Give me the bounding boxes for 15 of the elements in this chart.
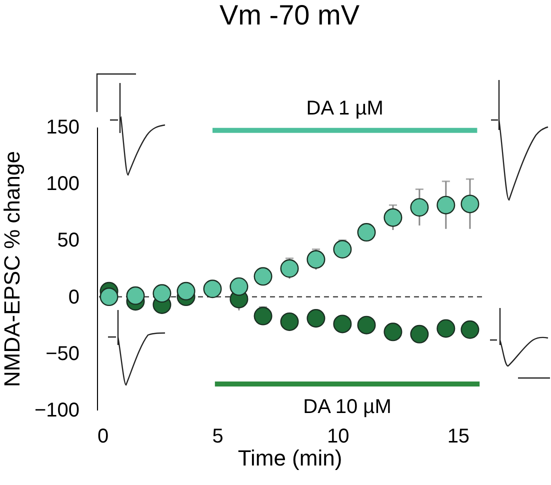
y-axis-title: NMDA-EPSC % change: [0, 151, 24, 387]
y-tick-label: 50: [57, 230, 80, 252]
x-tick-label: 10: [327, 426, 350, 448]
series-label: DA 10 µM: [303, 396, 392, 418]
y-tick-label: 150: [46, 116, 80, 138]
x-axis-title: Time (min): [238, 446, 342, 470]
y-tick-label: 0: [68, 286, 80, 308]
y-tick-label: −50: [46, 342, 80, 365]
x-tick-label: 15: [447, 426, 470, 448]
y-tick-label: −100: [34, 400, 80, 422]
series-label: DA 1 µM: [306, 97, 384, 120]
y-tick-label: 100: [46, 173, 80, 196]
chart-title: Vm -70 mV: [219, 0, 360, 30]
x-tick-label: 0: [98, 426, 109, 448]
x-tick-label: 5: [212, 426, 224, 448]
